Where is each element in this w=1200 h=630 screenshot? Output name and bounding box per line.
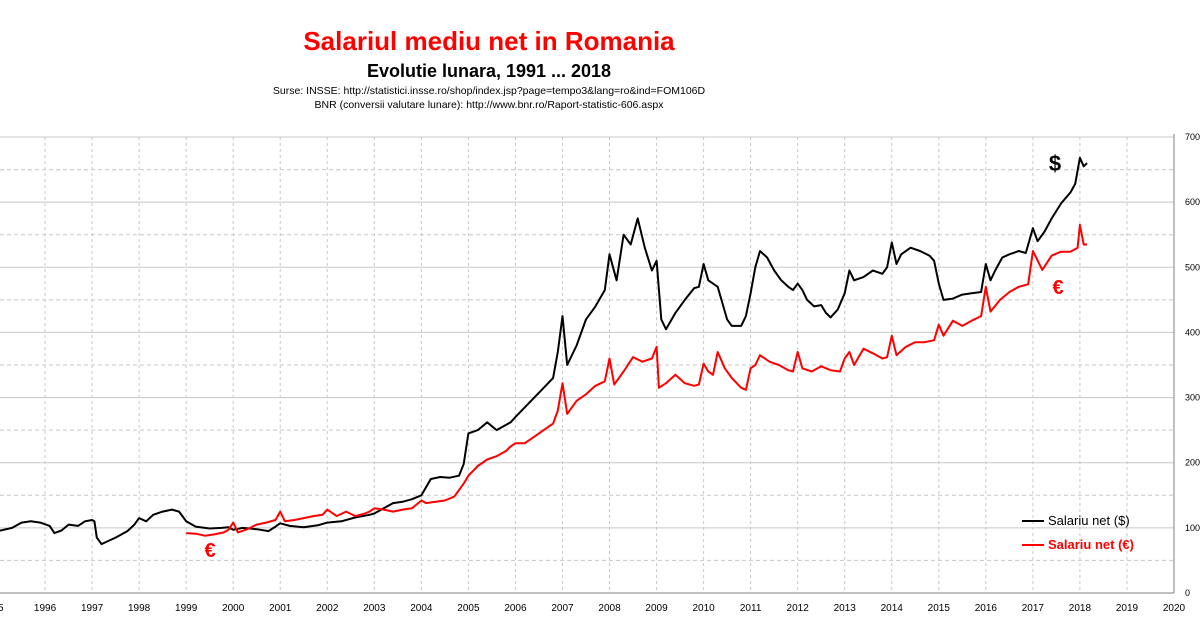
y-tick-label: 500 (1185, 262, 1200, 272)
x-tick-label: 1997 (81, 603, 104, 614)
y-tick-label: 300 (1185, 393, 1200, 403)
x-tick-label: 2013 (834, 603, 857, 614)
source-line-insse: Surse: INSSE: http://statistici.insse.ro… (272, 85, 706, 97)
x-tick-label: 2001 (269, 603, 292, 614)
x-tick-label: 2011 (740, 603, 762, 614)
x-tick-label: 2000 (222, 603, 245, 614)
legend-label-usd: Salariu net ($) (1048, 513, 1130, 528)
annotation-usd: $ (1049, 151, 1061, 176)
annotation-eur: € (1052, 277, 1063, 299)
x-tick-label: 2012 (787, 603, 810, 614)
x-tick-label: 1996 (34, 603, 57, 614)
x-tick-label: 2014 (881, 603, 904, 614)
x-tick-label: 1998 (128, 603, 151, 614)
x-tick-label: 2004 (410, 603, 433, 614)
x-tick-label: 2008 (598, 603, 621, 614)
x-tick-label: 2016 (975, 603, 998, 614)
x-tick-label: 2003 (363, 603, 386, 614)
x-tick-label: 2015 (928, 603, 951, 614)
x-tick-label: 2020 (1163, 603, 1186, 614)
y-tick-label: 400 (1185, 327, 1200, 337)
annotation-eur: € (204, 540, 215, 562)
chart-subtitle: Evolutie lunara, 1991 ... 2018 (366, 61, 612, 81)
y-tick-label: 600 (1185, 197, 1200, 207)
x-tick-label: 2006 (504, 603, 527, 614)
x-tick-label: 2005 (457, 603, 480, 614)
x-tick-label: 2009 (645, 603, 668, 614)
source-line-bnr: BNR (conversii valutare lunare): http://… (314, 99, 664, 111)
x-tick-label: 2010 (692, 603, 715, 614)
series-line-eur (186, 223, 1087, 537)
x-tick-label: 2007 (551, 603, 574, 614)
chart-title: Salariul mediu net in Romania (303, 26, 675, 56)
x-tick-label: 95 (0, 603, 4, 614)
x-tick-label: 2002 (316, 603, 339, 614)
x-tick-label: 2018 (1069, 603, 1092, 614)
y-tick-label: 0 (1185, 588, 1190, 598)
y-tick-label: 700 (1185, 132, 1200, 142)
y-tick-label: 100 (1185, 523, 1200, 533)
x-tick-label: 2019 (1116, 603, 1139, 614)
series-line-usd (0, 156, 1088, 546)
legend-label-eur: Salariu net (€) (1048, 537, 1134, 552)
x-tick-label: 2017 (1022, 603, 1045, 614)
x-tick-label: 1999 (175, 603, 198, 614)
y-tick-label: 200 (1185, 458, 1200, 468)
